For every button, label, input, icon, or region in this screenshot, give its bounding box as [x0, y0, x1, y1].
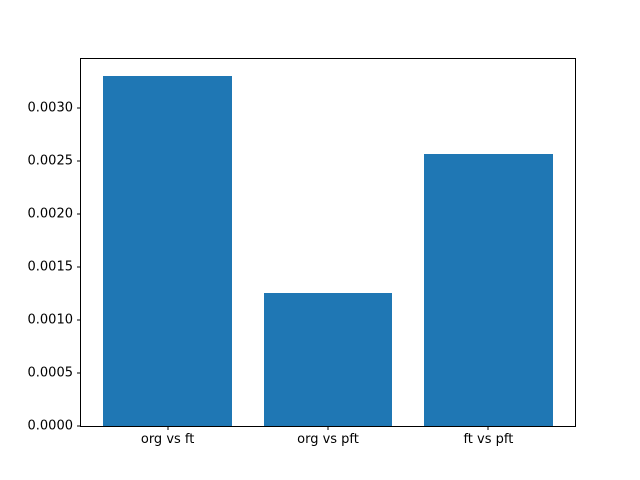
y-tick-label: 0.0020 — [27, 206, 74, 222]
x-tick-mark — [487, 426, 489, 430]
x-tick-mark — [167, 426, 169, 430]
bar-org-vs-pft — [263, 292, 393, 426]
y-tick-mark — [77, 213, 81, 215]
y-tick-mark — [77, 160, 81, 162]
x-tick-mark — [327, 426, 329, 430]
bar-ft-vs-pft — [424, 153, 553, 426]
axes: 0.0000 0.0005 0.0010 0.0015 0.0020 0.0025 0.00… — [28, 58, 576, 446]
x-tick-label: ft vs pft — [463, 432, 514, 447]
y-tick-label: 0.0005 — [27, 365, 74, 381]
y-tick-label: 0.0030 — [27, 100, 74, 116]
bar-org-vs-ft — [103, 76, 232, 426]
y-tick-label: 0.0010 — [27, 312, 74, 328]
y-tick-mark — [77, 107, 81, 109]
y-tick-mark — [77, 425, 81, 427]
y-tick-label: 0.0000 — [27, 418, 74, 434]
y-tick-label: 0.0025 — [27, 153, 74, 169]
y-tick-mark — [77, 266, 81, 268]
y-tick-label: 0.0015 — [27, 259, 74, 275]
x-tick-label: org vs ft — [140, 432, 195, 447]
y-tick-mark — [77, 319, 81, 321]
y-tick-mark — [77, 372, 81, 374]
x-tick-label: org vs pft — [297, 432, 359, 447]
